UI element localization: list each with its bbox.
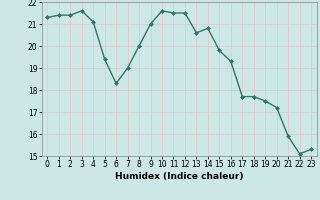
X-axis label: Humidex (Indice chaleur): Humidex (Indice chaleur): [115, 172, 244, 181]
